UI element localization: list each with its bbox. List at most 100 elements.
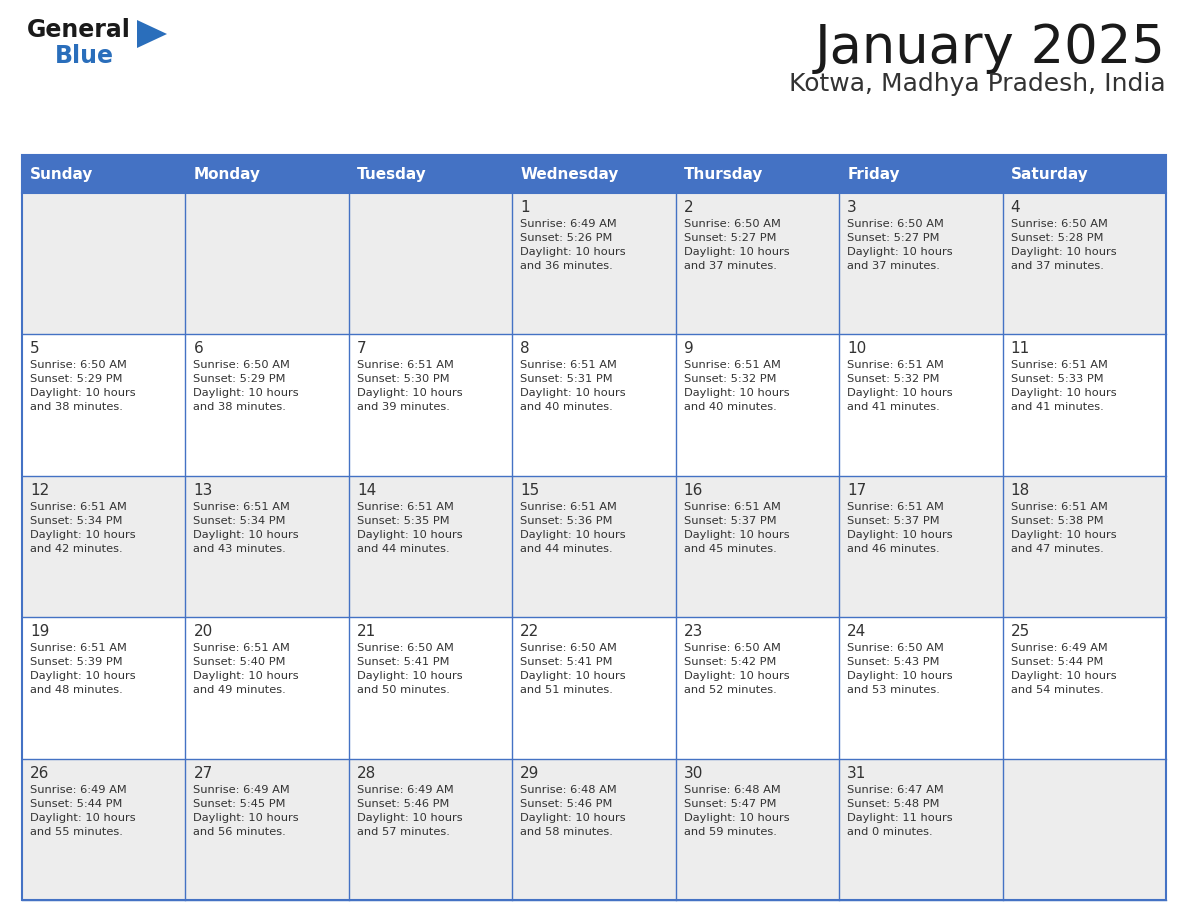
Text: Sunrise: 6:51 AM
Sunset: 5:37 PM
Daylight: 10 hours
and 46 minutes.: Sunrise: 6:51 AM Sunset: 5:37 PM Dayligh…: [847, 502, 953, 554]
Text: 17: 17: [847, 483, 866, 498]
Bar: [23, 758, 185, 900]
Text: 22: 22: [520, 624, 539, 639]
Bar: [839, 476, 1003, 617]
Bar: [349, 617, 512, 758]
Bar: [512, 617, 676, 758]
Text: Sunrise: 6:51 AM
Sunset: 5:36 PM
Daylight: 10 hours
and 44 minutes.: Sunrise: 6:51 AM Sunset: 5:36 PM Dayligh…: [520, 502, 626, 554]
Text: Sunrise: 6:51 AM
Sunset: 5:30 PM
Daylight: 10 hours
and 39 minutes.: Sunrise: 6:51 AM Sunset: 5:30 PM Dayligh…: [356, 361, 462, 412]
Bar: [512, 334, 676, 476]
Text: Wednesday: Wednesday: [520, 166, 619, 182]
Bar: [185, 193, 349, 334]
Text: Sunrise: 6:50 AM
Sunset: 5:29 PM
Daylight: 10 hours
and 38 minutes.: Sunrise: 6:50 AM Sunset: 5:29 PM Dayligh…: [30, 361, 135, 412]
Text: Sunrise: 6:51 AM
Sunset: 5:38 PM
Daylight: 10 hours
and 47 minutes.: Sunrise: 6:51 AM Sunset: 5:38 PM Dayligh…: [1011, 502, 1117, 554]
Text: 5: 5: [30, 341, 39, 356]
Bar: [1003, 193, 1165, 334]
Text: Sunrise: 6:50 AM
Sunset: 5:27 PM
Daylight: 10 hours
and 37 minutes.: Sunrise: 6:50 AM Sunset: 5:27 PM Dayligh…: [847, 219, 953, 271]
Text: Sunrise: 6:47 AM
Sunset: 5:48 PM
Daylight: 11 hours
and 0 minutes.: Sunrise: 6:47 AM Sunset: 5:48 PM Dayligh…: [847, 785, 953, 836]
Text: Sunrise: 6:51 AM
Sunset: 5:33 PM
Daylight: 10 hours
and 41 minutes.: Sunrise: 6:51 AM Sunset: 5:33 PM Dayligh…: [1011, 361, 1117, 412]
Text: Sunrise: 6:49 AM
Sunset: 5:26 PM
Daylight: 10 hours
and 36 minutes.: Sunrise: 6:49 AM Sunset: 5:26 PM Dayligh…: [520, 219, 626, 271]
Text: Sunrise: 6:48 AM
Sunset: 5:47 PM
Daylight: 10 hours
and 59 minutes.: Sunrise: 6:48 AM Sunset: 5:47 PM Dayligh…: [684, 785, 789, 836]
Text: 7: 7: [356, 341, 366, 356]
Text: 1: 1: [520, 200, 530, 215]
Text: 18: 18: [1011, 483, 1030, 498]
Text: Sunrise: 6:51 AM
Sunset: 5:34 PM
Daylight: 10 hours
and 42 minutes.: Sunrise: 6:51 AM Sunset: 5:34 PM Dayligh…: [30, 502, 135, 554]
Text: Blue: Blue: [55, 44, 114, 68]
Text: 21: 21: [356, 624, 377, 639]
Text: 20: 20: [194, 624, 213, 639]
Bar: [1003, 617, 1165, 758]
Text: Saturday: Saturday: [1011, 166, 1088, 182]
Text: 28: 28: [356, 766, 377, 780]
Text: January 2025: January 2025: [815, 22, 1165, 74]
Text: 11: 11: [1011, 341, 1030, 356]
Text: Sunrise: 6:50 AM
Sunset: 5:43 PM
Daylight: 10 hours
and 53 minutes.: Sunrise: 6:50 AM Sunset: 5:43 PM Dayligh…: [847, 644, 953, 695]
Bar: [349, 193, 512, 334]
Text: Friday: Friday: [847, 166, 899, 182]
Bar: [512, 193, 676, 334]
Bar: [1003, 476, 1165, 617]
Text: 31: 31: [847, 766, 866, 780]
Text: 15: 15: [520, 483, 539, 498]
Bar: [676, 193, 839, 334]
Text: Sunrise: 6:51 AM
Sunset: 5:32 PM
Daylight: 10 hours
and 41 minutes.: Sunrise: 6:51 AM Sunset: 5:32 PM Dayligh…: [847, 361, 953, 412]
Bar: [676, 758, 839, 900]
Bar: [23, 193, 185, 334]
Text: Sunrise: 6:50 AM
Sunset: 5:42 PM
Daylight: 10 hours
and 52 minutes.: Sunrise: 6:50 AM Sunset: 5:42 PM Dayligh…: [684, 644, 789, 695]
Bar: [512, 476, 676, 617]
Text: Sunrise: 6:51 AM
Sunset: 5:31 PM
Daylight: 10 hours
and 40 minutes.: Sunrise: 6:51 AM Sunset: 5:31 PM Dayligh…: [520, 361, 626, 412]
Bar: [839, 617, 1003, 758]
Bar: [512, 758, 676, 900]
Bar: [839, 758, 1003, 900]
Bar: [23, 155, 1165, 900]
Text: Sunrise: 6:49 AM
Sunset: 5:44 PM
Daylight: 10 hours
and 55 minutes.: Sunrise: 6:49 AM Sunset: 5:44 PM Dayligh…: [30, 785, 135, 836]
Text: Sunrise: 6:48 AM
Sunset: 5:46 PM
Daylight: 10 hours
and 58 minutes.: Sunrise: 6:48 AM Sunset: 5:46 PM Dayligh…: [520, 785, 626, 836]
Text: 8: 8: [520, 341, 530, 356]
Text: 4: 4: [1011, 200, 1020, 215]
Bar: [839, 193, 1003, 334]
Bar: [676, 476, 839, 617]
Bar: [185, 476, 349, 617]
Text: 19: 19: [30, 624, 50, 639]
Text: Sunrise: 6:50 AM
Sunset: 5:29 PM
Daylight: 10 hours
and 38 minutes.: Sunrise: 6:50 AM Sunset: 5:29 PM Dayligh…: [194, 361, 299, 412]
Bar: [1003, 758, 1165, 900]
Bar: [23, 617, 185, 758]
Bar: [676, 617, 839, 758]
Text: 29: 29: [520, 766, 539, 780]
Text: Sunday: Sunday: [30, 166, 94, 182]
Bar: [185, 155, 349, 193]
Bar: [512, 155, 676, 193]
Text: Sunrise: 6:50 AM
Sunset: 5:28 PM
Daylight: 10 hours
and 37 minutes.: Sunrise: 6:50 AM Sunset: 5:28 PM Dayligh…: [1011, 219, 1117, 271]
Bar: [185, 758, 349, 900]
Text: Sunrise: 6:49 AM
Sunset: 5:44 PM
Daylight: 10 hours
and 54 minutes.: Sunrise: 6:49 AM Sunset: 5:44 PM Dayligh…: [1011, 644, 1117, 695]
Bar: [839, 155, 1003, 193]
Text: 12: 12: [30, 483, 49, 498]
Text: Thursday: Thursday: [684, 166, 763, 182]
Text: Sunrise: 6:51 AM
Sunset: 5:39 PM
Daylight: 10 hours
and 48 minutes.: Sunrise: 6:51 AM Sunset: 5:39 PM Dayligh…: [30, 644, 135, 695]
Text: Sunrise: 6:51 AM
Sunset: 5:37 PM
Daylight: 10 hours
and 45 minutes.: Sunrise: 6:51 AM Sunset: 5:37 PM Dayligh…: [684, 502, 789, 554]
Bar: [23, 155, 185, 193]
Text: Sunrise: 6:50 AM
Sunset: 5:41 PM
Daylight: 10 hours
and 50 minutes.: Sunrise: 6:50 AM Sunset: 5:41 PM Dayligh…: [356, 644, 462, 695]
Text: Tuesday: Tuesday: [356, 166, 426, 182]
Text: 26: 26: [30, 766, 50, 780]
Bar: [185, 334, 349, 476]
Text: General: General: [27, 18, 131, 42]
Text: 27: 27: [194, 766, 213, 780]
Bar: [349, 334, 512, 476]
Bar: [23, 334, 185, 476]
Bar: [676, 334, 839, 476]
Bar: [349, 155, 512, 193]
Bar: [1003, 334, 1165, 476]
Text: 23: 23: [684, 624, 703, 639]
Text: 13: 13: [194, 483, 213, 498]
Text: Sunrise: 6:51 AM
Sunset: 5:40 PM
Daylight: 10 hours
and 49 minutes.: Sunrise: 6:51 AM Sunset: 5:40 PM Dayligh…: [194, 644, 299, 695]
Text: Sunrise: 6:49 AM
Sunset: 5:46 PM
Daylight: 10 hours
and 57 minutes.: Sunrise: 6:49 AM Sunset: 5:46 PM Dayligh…: [356, 785, 462, 836]
Bar: [1003, 155, 1165, 193]
Text: Sunrise: 6:50 AM
Sunset: 5:41 PM
Daylight: 10 hours
and 51 minutes.: Sunrise: 6:50 AM Sunset: 5:41 PM Dayligh…: [520, 644, 626, 695]
Text: Sunrise: 6:49 AM
Sunset: 5:45 PM
Daylight: 10 hours
and 56 minutes.: Sunrise: 6:49 AM Sunset: 5:45 PM Dayligh…: [194, 785, 299, 836]
Text: 9: 9: [684, 341, 694, 356]
Text: Sunrise: 6:51 AM
Sunset: 5:32 PM
Daylight: 10 hours
and 40 minutes.: Sunrise: 6:51 AM Sunset: 5:32 PM Dayligh…: [684, 361, 789, 412]
Text: 25: 25: [1011, 624, 1030, 639]
Bar: [185, 617, 349, 758]
Text: 16: 16: [684, 483, 703, 498]
Text: 10: 10: [847, 341, 866, 356]
